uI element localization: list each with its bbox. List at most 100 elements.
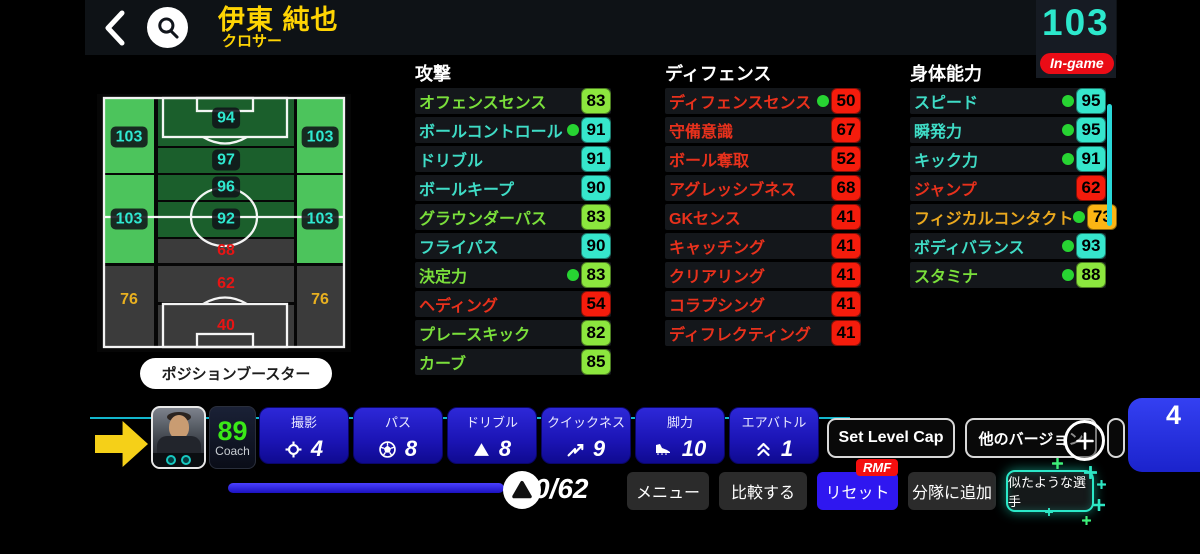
stat-row: GKセンス 41 bbox=[665, 204, 861, 230]
stat-label: ボール奪取 bbox=[669, 153, 750, 170]
skill-card-leg-power[interactable]: 脚力 10 bbox=[635, 407, 725, 464]
position-rating: 92 bbox=[212, 208, 240, 230]
zone-right-def bbox=[297, 266, 343, 347]
zone-cb bbox=[158, 266, 294, 302]
back-button[interactable] bbox=[98, 8, 132, 48]
search-button[interactable] bbox=[147, 7, 188, 48]
stat-row: スタミナ 88 bbox=[910, 262, 1106, 288]
stat-label: 決定力 bbox=[419, 269, 468, 286]
coach-rating: 89 bbox=[217, 415, 248, 446]
skill-label: パス bbox=[384, 415, 411, 430]
crosshair-icon bbox=[285, 441, 302, 457]
team-emblem-icon bbox=[166, 455, 176, 465]
stat-label: キック力 bbox=[914, 153, 979, 170]
stat-label: ディフェンスセンス bbox=[669, 95, 812, 112]
level-triangle-icon bbox=[512, 480, 532, 499]
stat-value-badge: 41 bbox=[831, 262, 861, 288]
boost-dot-icon bbox=[1062, 240, 1074, 252]
boost-dot-icon bbox=[1062, 153, 1074, 165]
skill-card-dribbling[interactable]: ドリブル 8 bbox=[447, 407, 537, 464]
avatar-body bbox=[157, 436, 201, 458]
coach-rating-card[interactable]: 89 Coach bbox=[209, 406, 256, 469]
stat-value-badge: 73 bbox=[1087, 204, 1118, 230]
stat-label: ボールキープ bbox=[419, 182, 515, 199]
stat-label: GKセンス bbox=[669, 211, 741, 228]
stat-row: カーブ 85 bbox=[415, 349, 611, 375]
stat-value-badge: 52 bbox=[831, 146, 861, 172]
stat-value-badge: 41 bbox=[831, 291, 861, 317]
stats-scrollbar[interactable] bbox=[1107, 104, 1112, 226]
sparkle-icon bbox=[1097, 480, 1106, 489]
column-title: 攻撃 bbox=[415, 64, 451, 84]
physical-stats-column: 身体能力 スピード 95 瞬発力 95 キック力 91 ジャンプ 62 フィジカルコンタ… bbox=[910, 60, 1118, 291]
stat-value-badge: 50 bbox=[831, 88, 861, 114]
player-role: クロサー bbox=[222, 33, 283, 50]
zigzag-arrow-icon bbox=[567, 443, 584, 456]
stat-label: クリアリング bbox=[669, 269, 766, 286]
overall-rating: 103 bbox=[1042, 2, 1110, 43]
position-booster-button[interactable]: ポジションブースター bbox=[140, 358, 332, 389]
avatar-face bbox=[169, 415, 189, 439]
sparkle-icon bbox=[1045, 508, 1053, 516]
skill-value: 8 bbox=[404, 436, 418, 461]
stat-value-badge: 41 bbox=[831, 204, 861, 230]
add-button[interactable] bbox=[1064, 420, 1105, 461]
stat-value-badge: 62 bbox=[1076, 175, 1106, 201]
add-to-squad-button[interactable]: 分隊に追加 bbox=[908, 472, 996, 510]
stat-value-badge: 82 bbox=[581, 320, 611, 346]
stat-row: 決定力 83 bbox=[415, 262, 611, 288]
boost-dot-icon bbox=[1062, 269, 1074, 281]
coach-portrait[interactable] bbox=[151, 406, 206, 469]
stat-label: 守備意識 bbox=[669, 124, 734, 141]
stat-value-badge: 90 bbox=[581, 233, 611, 259]
skill-card-shooting[interactable]: 撮影 4 bbox=[259, 407, 349, 464]
position-rating: 76 bbox=[311, 291, 329, 308]
compare-button[interactable]: 比較する bbox=[719, 472, 807, 510]
stat-row: ボールコントロール 91 bbox=[415, 117, 611, 143]
stat-label: ボールコントロール bbox=[419, 124, 563, 141]
stat-value-badge: 93 bbox=[1076, 233, 1106, 259]
avatar-badge-band bbox=[153, 453, 204, 467]
stat-row: プレースキック 82 bbox=[415, 320, 611, 346]
double-chevron-up-icon bbox=[757, 442, 770, 457]
next-button-partial[interactable] bbox=[1107, 418, 1125, 458]
stat-label: アグレッシブネス bbox=[669, 182, 797, 199]
set-level-cap-button[interactable]: Set Level Cap bbox=[827, 418, 955, 458]
stat-value-badge: 83 bbox=[581, 88, 611, 114]
similar-players-button[interactable]: 似たような選手 bbox=[1006, 470, 1094, 512]
stat-row: 瞬発力 95 bbox=[910, 117, 1106, 143]
position-rating: 103 bbox=[110, 126, 148, 148]
page-count-badge[interactable]: 4 bbox=[1128, 398, 1200, 472]
player-name: 伊東 純也 bbox=[218, 5, 339, 35]
stat-value-badge: 41 bbox=[831, 233, 861, 259]
position-rating: 103 bbox=[301, 208, 339, 230]
sparkle-icon bbox=[1093, 499, 1105, 511]
skill-label: 脚力 bbox=[666, 415, 693, 430]
skill-value: 1 bbox=[780, 436, 794, 461]
stat-row: コラプシング 41 bbox=[665, 291, 861, 317]
level-icon bbox=[503, 471, 541, 509]
skill-card-quickness[interactable]: クイックネス 9 bbox=[541, 407, 631, 464]
position-pitch: 103 94 103 97 96 103 92 103 68 62 76 40 … bbox=[97, 94, 351, 352]
back-chevron-icon bbox=[105, 10, 125, 46]
stat-row: ディフェンスセンス 50 bbox=[665, 88, 861, 114]
stat-value-badge: 91 bbox=[581, 146, 611, 172]
stat-label: ドリブル bbox=[419, 153, 484, 170]
stat-row: ボールキープ 90 bbox=[415, 175, 611, 201]
position-rating: 76 bbox=[120, 291, 138, 308]
coach-label: Coach bbox=[215, 443, 250, 458]
position-rating: 103 bbox=[110, 208, 148, 230]
skill-label: エアバトル bbox=[741, 415, 807, 430]
skill-label: クイックネス bbox=[546, 415, 625, 430]
reset-button[interactable]: リセット bbox=[817, 472, 898, 510]
skill-label: 撮影 bbox=[290, 415, 317, 430]
menu-button[interactable]: メニュー bbox=[627, 472, 709, 510]
stat-row: ジャンプ 62 bbox=[910, 175, 1106, 201]
defense-stats-column: ディフェンス ディフェンスセンス 50 守備意識 67 ボール奪取 52 アグレッシブ… bbox=[665, 60, 861, 349]
skill-card-aerial[interactable]: エアバトル 1 bbox=[729, 407, 819, 464]
stat-row: オフェンスセンス 83 bbox=[415, 88, 611, 114]
stat-value-badge: 41 bbox=[831, 320, 861, 346]
skill-card-passing[interactable]: パス 8 bbox=[353, 407, 443, 464]
position-rating: 40 bbox=[217, 317, 235, 334]
stat-value-badge: 85 bbox=[581, 349, 611, 375]
